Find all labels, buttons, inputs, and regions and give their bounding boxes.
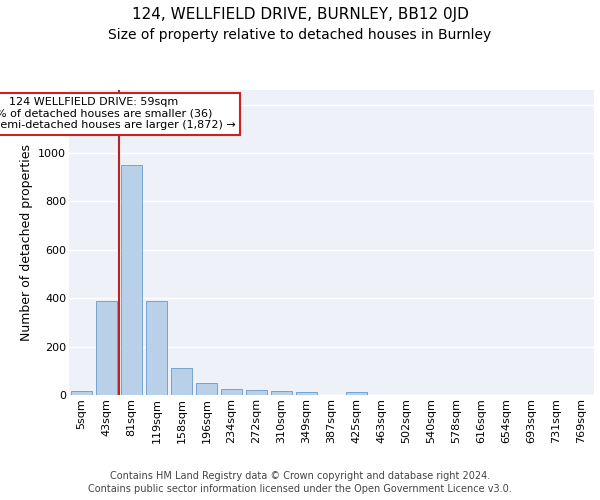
Bar [196,383,217,395]
Bar [146,300,167,395]
Bar [246,390,267,395]
Bar [271,392,292,395]
Y-axis label: Number of detached properties: Number of detached properties [20,144,32,341]
Text: 124 WELLFIELD DRIVE: 59sqm
← 2% of detached houses are smaller (36)
98% of semi-: 124 WELLFIELD DRIVE: 59sqm ← 2% of detac… [0,98,236,130]
Bar [121,165,142,395]
Bar [71,392,92,395]
Text: 124, WELLFIELD DRIVE, BURNLEY, BB12 0JD: 124, WELLFIELD DRIVE, BURNLEY, BB12 0JD [131,8,469,22]
Text: Contains public sector information licensed under the Open Government Licence v3: Contains public sector information licen… [88,484,512,494]
Bar [296,392,317,395]
Bar [96,300,117,395]
Text: Contains HM Land Registry data © Crown copyright and database right 2024.: Contains HM Land Registry data © Crown c… [110,471,490,481]
Bar [221,389,242,395]
Bar [346,392,367,395]
Text: Size of property relative to detached houses in Burnley: Size of property relative to detached ho… [109,28,491,42]
Bar [171,368,192,395]
